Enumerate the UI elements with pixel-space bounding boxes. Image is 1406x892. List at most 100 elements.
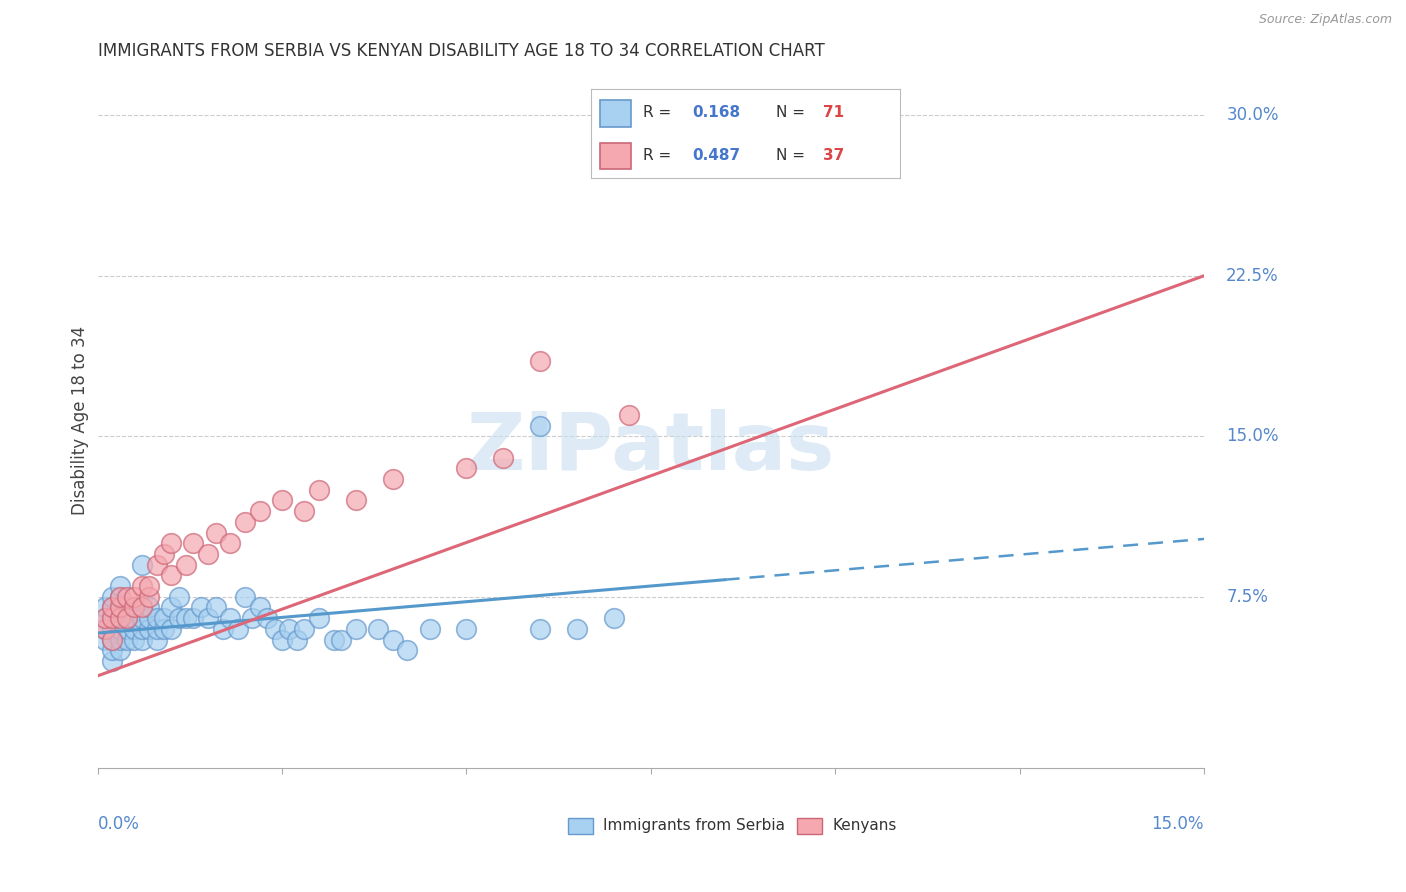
Point (153, 611, 176, 625)
Point (603, 611, 626, 625)
Point (322, 632, 344, 647)
Point (285, 632, 308, 647)
Point (330, 632, 353, 647)
Text: N =: N = (776, 105, 810, 120)
Point (145, 622, 167, 636)
Text: 15.0%: 15.0% (1226, 427, 1278, 445)
Point (115, 632, 138, 647)
Text: 37: 37 (823, 148, 844, 162)
Text: 30.0%: 30.0% (1226, 106, 1278, 124)
Text: Immigrants from Serbia: Immigrants from Serbia (603, 819, 785, 833)
Point (101, 590, 124, 604)
Point (160, 622, 183, 636)
Point (108, 600, 131, 615)
Text: R =: R = (643, 148, 676, 162)
Point (344, 493, 367, 508)
Text: ZIPatlas: ZIPatlas (467, 409, 835, 487)
Point (94, 622, 117, 636)
Point (138, 590, 160, 604)
Point (101, 632, 124, 647)
Point (131, 622, 153, 636)
Point (233, 515, 256, 529)
Point (153, 547, 176, 561)
Text: 71: 71 (823, 105, 844, 120)
Point (138, 600, 160, 615)
Point (167, 590, 190, 604)
Point (94, 622, 117, 636)
Point (94, 611, 117, 625)
Point (124, 590, 146, 604)
Text: 0.168: 0.168 (693, 105, 741, 120)
Point (308, 611, 330, 625)
Point (145, 632, 167, 647)
Point (292, 504, 315, 518)
Point (278, 622, 301, 636)
Point (138, 611, 160, 625)
Point (565, 622, 588, 636)
Text: Kenyans: Kenyans (832, 819, 897, 833)
Point (344, 622, 367, 636)
Point (160, 536, 183, 550)
Point (418, 622, 440, 636)
Point (94, 632, 117, 647)
Point (108, 622, 131, 636)
Point (292, 622, 315, 636)
Point (108, 611, 131, 625)
Point (381, 472, 404, 486)
Point (108, 579, 131, 593)
Point (160, 568, 183, 582)
Point (108, 611, 131, 625)
Point (226, 622, 249, 636)
Point (108, 590, 131, 604)
Text: IMMIGRANTS FROM SERBIA VS KENYAN DISABILITY AGE 18 TO 34 CORRELATION CHART: IMMIGRANTS FROM SERBIA VS KENYAN DISABIL… (97, 42, 824, 60)
Point (263, 622, 285, 636)
Point (94, 611, 117, 625)
Bar (600, 143, 631, 169)
Point (529, 622, 551, 636)
Point (197, 611, 219, 625)
Point (190, 600, 212, 615)
Point (219, 536, 242, 550)
Point (242, 611, 264, 625)
Point (115, 611, 138, 625)
Point (101, 622, 124, 636)
Point (183, 536, 205, 550)
Point (219, 611, 242, 625)
Point (233, 590, 256, 604)
Text: 0.487: 0.487 (693, 148, 741, 162)
Point (167, 611, 190, 625)
Point (271, 632, 294, 647)
Point (529, 354, 551, 368)
Point (212, 622, 235, 636)
Point (381, 632, 404, 647)
Point (131, 579, 153, 593)
Point (204, 525, 226, 540)
Point (308, 483, 330, 497)
Point (108, 643, 131, 657)
Point (160, 600, 183, 615)
Point (124, 611, 146, 625)
Point (204, 600, 226, 615)
Point (115, 590, 138, 604)
Point (713, 119, 735, 133)
Point (115, 622, 138, 636)
Point (124, 600, 146, 615)
Point (197, 547, 219, 561)
Point (131, 558, 153, 572)
Point (174, 611, 197, 625)
Text: R =: R = (643, 105, 676, 120)
Point (138, 579, 160, 593)
Point (145, 611, 167, 625)
Text: 7.5%: 7.5% (1226, 588, 1268, 606)
Point (101, 611, 124, 625)
Point (456, 622, 478, 636)
Point (101, 632, 124, 647)
Point (249, 504, 271, 518)
Point (153, 622, 176, 636)
Point (108, 600, 131, 615)
Point (131, 611, 153, 625)
Point (183, 611, 205, 625)
Point (101, 600, 124, 615)
Point (271, 493, 294, 508)
Point (101, 654, 124, 668)
